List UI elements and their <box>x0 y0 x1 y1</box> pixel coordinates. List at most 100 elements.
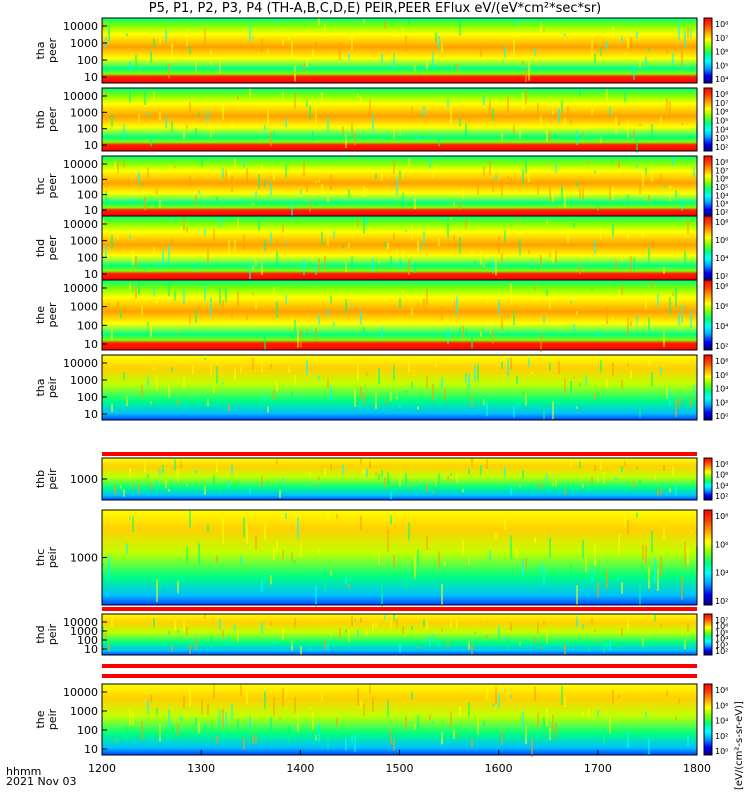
y-tick-label: 10000 <box>63 357 98 370</box>
panel-y-label: peir <box>46 546 59 568</box>
panel-y-label: peir <box>46 708 59 730</box>
chart-title: P5, P1, P2, P3, P4 (TH-A,B,C,D,E) PEIR,P… <box>148 1 602 16</box>
y-tick-label: 100 <box>77 251 98 264</box>
colorbar-tick-label: 10⁴ <box>715 717 728 726</box>
spectrogram-image <box>102 156 697 216</box>
panel-frame <box>101 613 698 656</box>
spectrogram-texture <box>102 280 698 353</box>
colorbar-tick-label: 10² <box>715 398 728 407</box>
panel-frame <box>101 354 698 421</box>
colorbar-tick-label: 10⁸ <box>715 158 728 167</box>
panel-frame <box>101 87 698 152</box>
spectrogram-texture <box>102 614 689 656</box>
panel-y-label: tha <box>34 378 47 396</box>
colorbar <box>703 279 713 351</box>
colorbar-tick-label: 10⁴ <box>715 254 728 263</box>
colorbar-tick-label: 10⁷ <box>715 166 728 175</box>
colorbar-tick-label: 10⁸ <box>715 282 728 291</box>
colorbar-tick-label: 10⁴ <box>715 125 728 134</box>
y-tick-label: 1000 <box>70 705 98 718</box>
colorbar-tick-label: 10⁶ <box>715 540 728 549</box>
colorbar-tick-label: 10⁴ <box>715 569 728 578</box>
panel-y-label: thb <box>34 110 47 128</box>
panel-y-label: thb <box>34 470 47 488</box>
colorbar-tick-label: 10⁴ <box>715 481 728 490</box>
spectrogram-image <box>102 355 697 420</box>
panel-y-label: thc <box>34 177 47 194</box>
y-tick-label: 10 <box>84 743 98 756</box>
colorbar-tick-label: 10² <box>715 208 728 217</box>
panel-y-label: peer <box>46 173 59 199</box>
y-tick-label: 10000 <box>63 20 98 33</box>
spectrogram-panel-thb-peer: 10000 1000 100 10 thb peer 10⁸10⁷10⁶10⁵10⁴10³1… <box>34 87 728 153</box>
y-tick-label: 10000 <box>63 158 98 171</box>
panel-y-label: peir <box>46 468 59 490</box>
colorbar-tick-label: 10⁵ <box>715 183 728 192</box>
y-tick-label: 100 <box>77 724 98 737</box>
colorbar-tick-label: 10⁴ <box>715 75 728 84</box>
spectrogram-texture <box>105 156 695 218</box>
y-tick-label: 10 <box>84 268 98 281</box>
colorbar-tick-label: 10² <box>715 732 728 741</box>
colorbar-tick-label: 10⁸ <box>715 686 728 695</box>
x-tick-label: 1800 <box>683 762 711 775</box>
spectrogram-panel-tha-peer: 10000 1000 100 10 tha peer 10⁸ 10⁷ 10⁶ 10⁵ 10⁴ <box>34 17 728 84</box>
colorbar-tick-label: 10⁰ <box>715 747 728 756</box>
panel-y-label: tha <box>34 41 47 59</box>
colorbar-tick-label: 10² <box>715 492 728 501</box>
panel-frame <box>101 279 698 351</box>
colorbar <box>703 683 713 756</box>
colorbar-tick-label: 10² <box>715 597 728 606</box>
colorbar <box>703 215 713 281</box>
spectrogram-image <box>102 216 697 280</box>
colorbar-tick-label: 10⁶ <box>715 471 728 480</box>
colorbar-tick-label: 10⁵ <box>715 61 728 70</box>
colorbar-tick-label: 10⁰ <box>715 412 728 421</box>
panel-separator <box>102 674 697 678</box>
x-tick-label: 1400 <box>286 762 314 775</box>
colorbar-tick-label: 10² <box>715 342 728 351</box>
colorbar-tick-label: 10³ <box>715 134 728 143</box>
colorbar-tick-label: 10⁶ <box>715 622 728 631</box>
spectrogram-texture <box>102 18 692 83</box>
colorbar-tick-label: 10⁷ <box>715 99 728 108</box>
colorbar-tick-label: 10⁴ <box>715 191 728 200</box>
spectrogram-panel-thd-peer: 10000 1000 100 10 thd peer 10⁸ 10⁶ 10⁴ 10² <box>34 215 728 281</box>
colorbar <box>703 457 713 501</box>
colorbar-tick-label: 10⁵ <box>715 117 728 126</box>
y-tick-label: 1000 <box>70 173 98 186</box>
y-tick-label: 10000 <box>63 282 98 295</box>
x-tick-label: 1200 <box>88 762 116 775</box>
colorbar-tick-label: 10⁸ <box>715 90 728 99</box>
colorbar-tick-label: 10⁴ <box>715 635 728 644</box>
y-tick-label: 10 <box>84 204 98 217</box>
y-tick-label: 1000 <box>70 625 98 638</box>
colorbar-tick-label: 10⁴ <box>715 322 728 331</box>
y-tick-label: 10 <box>84 71 98 84</box>
spectrogram-image <box>102 510 697 605</box>
panel-y-label: thd <box>34 625 47 643</box>
panel-separator <box>102 664 697 668</box>
panel-y-label: peer <box>46 38 59 64</box>
colorbar-tick-label: 10⁵ <box>715 628 728 637</box>
x-tick-label: 1700 <box>584 762 612 775</box>
colorbar-tick-label: 10³ <box>715 641 728 650</box>
spectrogram-panel-the-peir: 10000 1000 100 10 the peir 10⁸ 10⁶ 10⁴ 10² 10⁰ <box>34 683 728 758</box>
panel-frame <box>101 17 698 84</box>
colorbar-tick-label: 10⁸ <box>715 20 728 29</box>
colorbar <box>703 17 713 84</box>
panel-y-label: the <box>34 710 47 728</box>
panel-y-label: peer <box>46 107 59 133</box>
colorbar-tick-label: 10² <box>715 143 728 152</box>
colorbar <box>703 155 713 217</box>
colorbar-tick-label: 10⁴ <box>715 385 728 394</box>
y-tick-label: 1000 <box>70 235 98 248</box>
colorbar-tick-label: 10⁸ <box>715 460 728 469</box>
colorbar-tick-label: 10⁶ <box>715 302 728 311</box>
spectrogram-image <box>102 18 697 83</box>
colorbar-tick-label: 10⁶ <box>715 701 728 710</box>
y-tick-label: 10 <box>84 139 98 152</box>
colorbar-tick-label: 10⁶ <box>715 48 728 57</box>
y-tick-label: 10000 <box>63 218 98 231</box>
